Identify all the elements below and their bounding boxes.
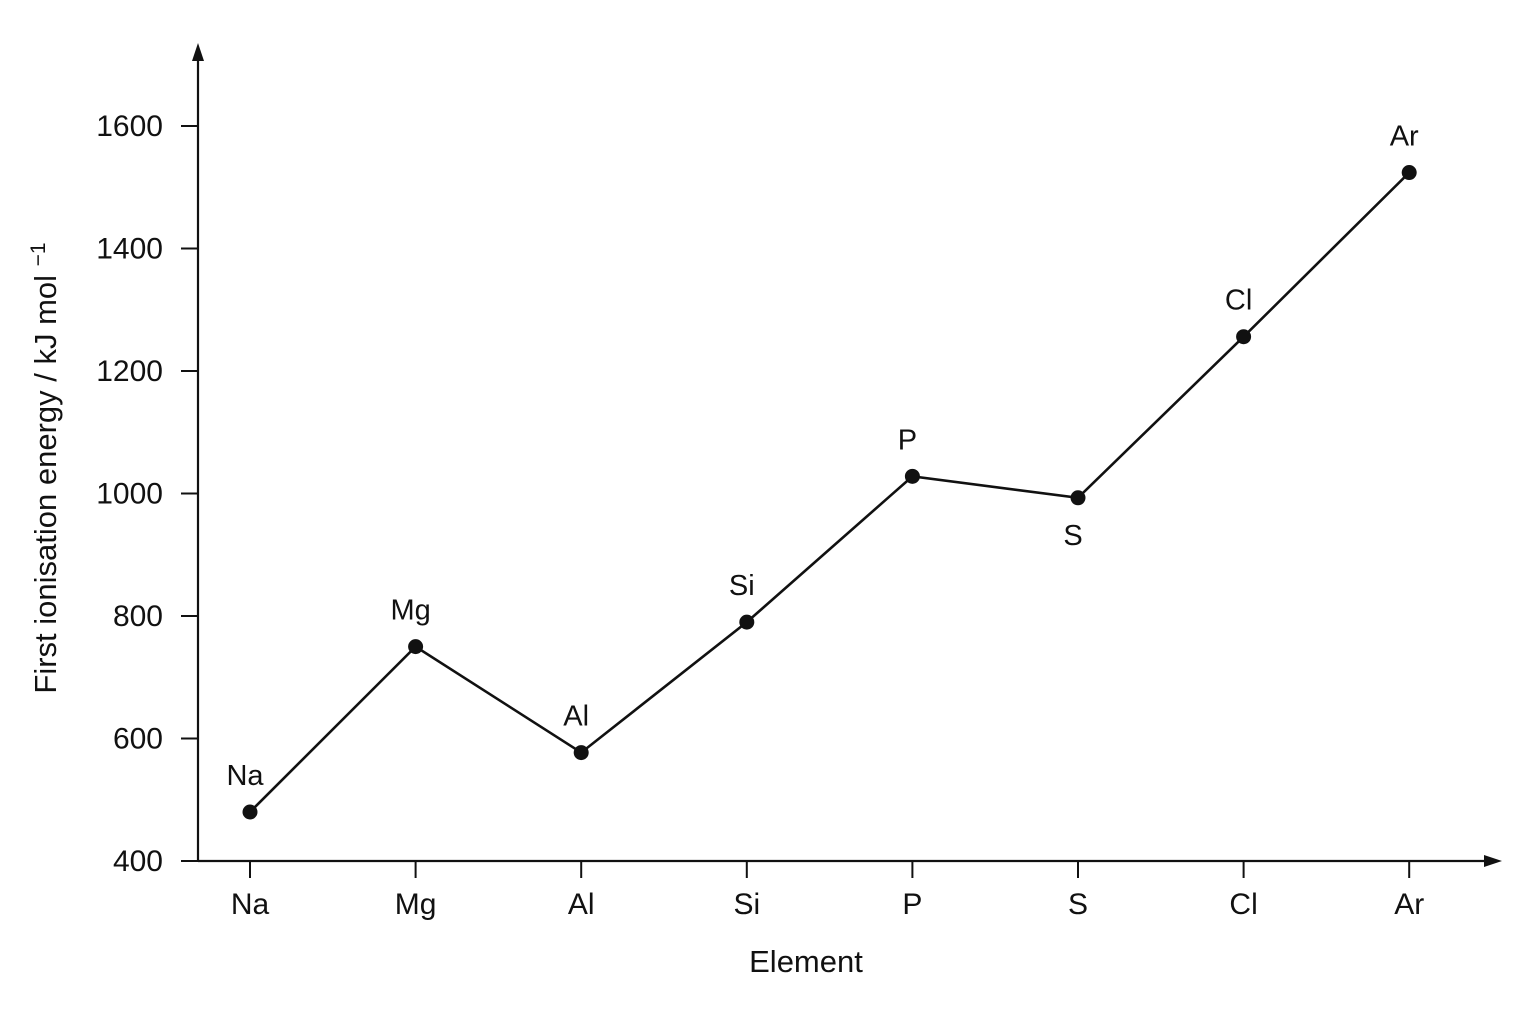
y-tick-label: 400 [113, 845, 163, 878]
point-label: Mg [390, 595, 430, 627]
x-tick-label: S [1068, 888, 1088, 921]
axes: 400 600 800 1000 1200 1400 1600 Na Mg Al Si P S Cl Ar [96, 43, 1502, 921]
data-point [242, 804, 258, 820]
point-label: Si [729, 570, 755, 602]
x-tick-label: Ar [1394, 888, 1424, 921]
data-point [739, 614, 755, 630]
data-point [904, 468, 920, 484]
y-tick-label: 1000 [96, 478, 163, 511]
data-point [1401, 165, 1417, 181]
data-point [408, 639, 424, 655]
point-label: S [1063, 520, 1082, 552]
y-tick-label: 1600 [96, 110, 163, 143]
point-label: Al [563, 701, 589, 733]
point-label: P [898, 424, 917, 456]
y-tick-label: 1400 [96, 233, 163, 266]
y-tick-label: 800 [113, 600, 163, 633]
x-axis-arrow [1484, 855, 1502, 867]
point-label: Na [226, 760, 264, 792]
data-point [1236, 329, 1252, 345]
data-point [1070, 490, 1086, 506]
x-tick-label: Cl [1229, 888, 1257, 921]
y-tick-label: 600 [113, 723, 163, 756]
point-label: Cl [1225, 285, 1252, 317]
y-tick-label: 1200 [96, 355, 163, 388]
point-label: Ar [1390, 121, 1419, 153]
x-tick-label: Al [568, 888, 595, 921]
y-axis-title-superscript: −1 [27, 242, 50, 266]
x-axis-title: Element [749, 944, 863, 979]
series-layer [242, 165, 1417, 820]
ionisation-energy-line [249, 171, 1411, 813]
labels-layer: Na Mg Al Si P S Cl Ar [226, 121, 1419, 792]
x-tick-label: Na [231, 888, 270, 921]
y-axis-title: First ionisation energy / kJ mol −1 [27, 242, 64, 693]
x-tick-label: Mg [395, 888, 437, 921]
x-tick-label: Si [733, 888, 760, 921]
y-axis-title-main: First ionisation energy / kJ mol [28, 275, 63, 694]
data-point [573, 745, 589, 761]
y-axis-arrow [192, 43, 204, 61]
x-tick-label: P [902, 888, 922, 921]
